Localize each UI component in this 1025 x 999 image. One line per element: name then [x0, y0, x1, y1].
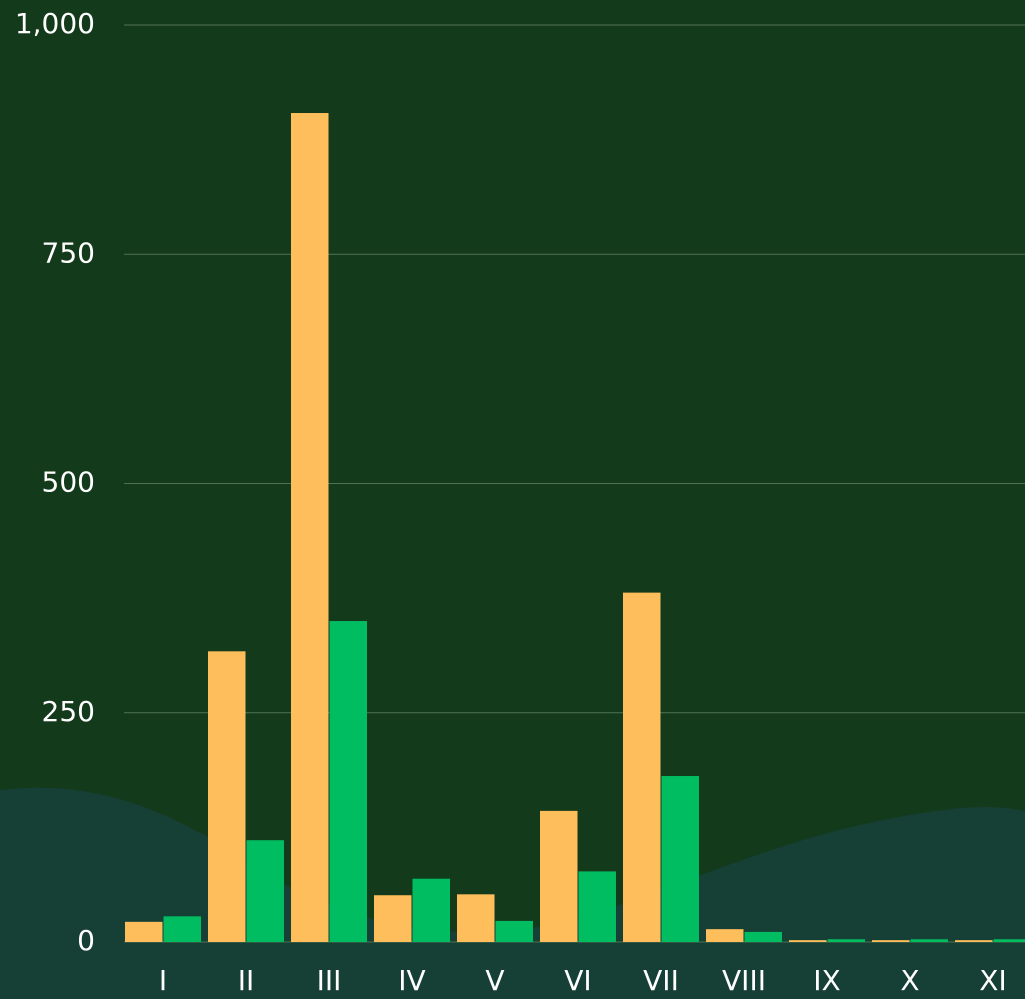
bar: [910, 939, 948, 942]
bar: [827, 939, 865, 942]
bar: [374, 895, 412, 942]
bar: [661, 776, 699, 942]
bar: [208, 651, 246, 942]
bar: [955, 940, 993, 942]
x-tick-label: V: [485, 964, 504, 997]
bar: [789, 940, 827, 942]
bar: [872, 940, 910, 942]
y-tick-label: 0: [77, 924, 95, 957]
y-tick-label: 250: [42, 695, 95, 728]
bar: [329, 621, 367, 942]
bar: [623, 592, 661, 942]
x-tick-label: XI: [979, 964, 1006, 997]
bar: [246, 840, 284, 942]
x-tick-label: VIII: [722, 964, 766, 997]
bar: [163, 916, 201, 942]
y-tick-label: 750: [42, 236, 95, 269]
y-tick-label: 500: [42, 466, 95, 499]
bar: [578, 871, 616, 942]
bar: [706, 929, 744, 942]
bar: [744, 931, 782, 942]
x-tick-label: I: [159, 964, 167, 997]
bar: [412, 878, 450, 942]
x-tick-label: III: [317, 964, 342, 997]
bar: [540, 810, 578, 942]
x-tick-label: VII: [643, 964, 679, 997]
bar: [993, 939, 1025, 942]
x-tick-label: IX: [813, 964, 840, 997]
x-tick-label: II: [238, 964, 255, 997]
decor-wave: [0, 787, 1025, 999]
bar: [291, 113, 329, 943]
y-tick-label: 1,000: [15, 7, 95, 40]
x-tick-label: X: [900, 964, 919, 997]
bar: [125, 921, 163, 942]
bar: [495, 920, 533, 942]
x-tick-label: IV: [398, 964, 425, 997]
bar: [457, 894, 495, 942]
x-tick-label: VI: [564, 964, 591, 997]
